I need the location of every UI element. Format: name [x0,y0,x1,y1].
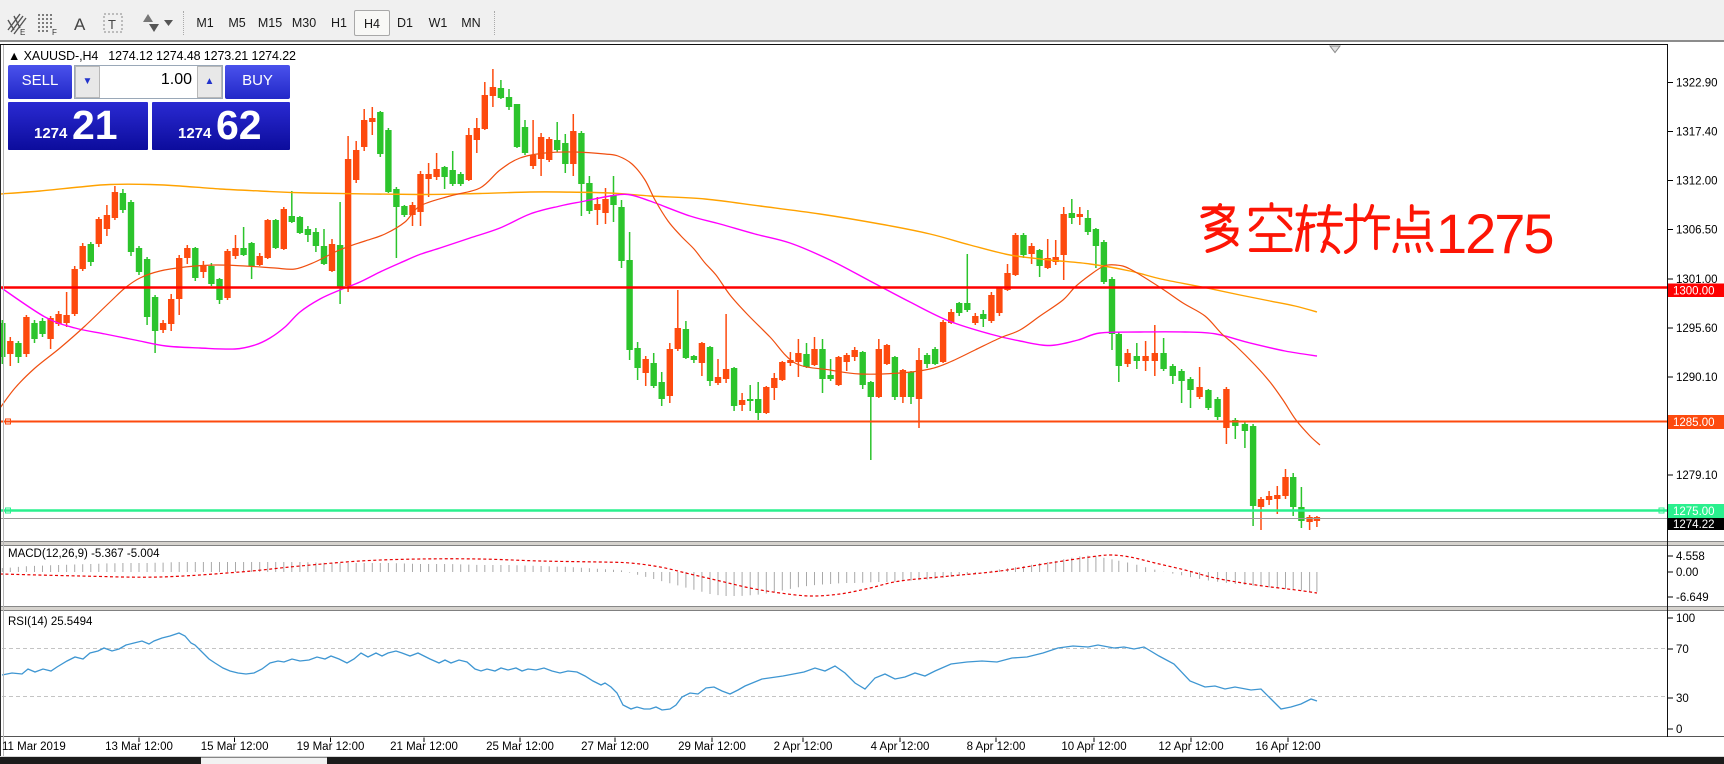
svg-text:1300.00: 1300.00 [1673,285,1715,297]
svg-text:▲ XAUUSD-,H4 1274.12 1274.48: ▲ XAUUSD-,H4 1274.12 1274.48 1273.21 127… [8,49,296,63]
svg-text:E: E [20,28,25,37]
svg-text:1275: 1275 [1436,202,1553,265]
svg-text:A: A [74,15,86,34]
svg-text:1306.50: 1306.50 [1676,225,1718,237]
svg-text:1317.40: 1317.40 [1676,127,1718,139]
svg-text:100: 100 [1676,613,1695,625]
svg-text:4 Apr 12:00: 4 Apr 12:00 [871,741,930,753]
svg-text:1285.00: 1285.00 [1673,417,1715,429]
svg-text:27 Mar 12:00: 27 Mar 12:00 [581,741,649,753]
svg-text:MACD(12,26,9) -5.367 -5.004: MACD(12,26,9) -5.367 -5.004 [8,548,160,560]
svg-text:70: 70 [1676,644,1689,656]
svg-text:1290.10: 1290.10 [1676,372,1718,384]
svg-text:16 Apr 12:00: 16 Apr 12:00 [1255,741,1320,753]
svg-text:8 Apr 12:00: 8 Apr 12:00 [967,741,1026,753]
svg-text:2 Apr 12:00: 2 Apr 12:00 [774,741,833,753]
svg-text:RSI(14) 25.5494: RSI(14) 25.5494 [8,616,93,628]
svg-text:1322.90: 1322.90 [1676,78,1718,90]
svg-text:1274.22: 1274.22 [1673,519,1715,531]
svg-text:T: T [108,17,116,32]
svg-text:29 Mar 12:00: 29 Mar 12:00 [678,741,746,753]
svg-text:13 Mar 12:00: 13 Mar 12:00 [105,741,173,753]
svg-text:1312.00: 1312.00 [1676,176,1718,188]
svg-text:1279.10: 1279.10 [1676,470,1718,482]
svg-text:12 Apr 12:00: 12 Apr 12:00 [1158,741,1223,753]
svg-text:30: 30 [1676,693,1689,705]
svg-text:21 Mar 12:00: 21 Mar 12:00 [390,741,458,753]
svg-text:4.558: 4.558 [1676,551,1705,563]
svg-text:11 Mar 2019: 11 Mar 2019 [2,741,66,753]
svg-text:10 Apr 12:00: 10 Apr 12:00 [1061,741,1126,753]
svg-text:-6.649: -6.649 [1676,592,1709,604]
svg-text:19 Mar 12:00: 19 Mar 12:00 [297,741,365,753]
svg-text:1301.00: 1301.00 [1676,274,1718,286]
svg-text:25 Mar 12:00: 25 Mar 12:00 [486,741,554,753]
svg-text:1295.60: 1295.60 [1676,323,1718,335]
svg-text:F: F [52,28,57,37]
svg-text:15 Mar 12:00: 15 Mar 12:00 [201,741,269,753]
svg-text:0.00: 0.00 [1676,567,1698,579]
svg-text:0: 0 [1676,724,1682,736]
svg-text:1275.00: 1275.00 [1673,506,1715,518]
